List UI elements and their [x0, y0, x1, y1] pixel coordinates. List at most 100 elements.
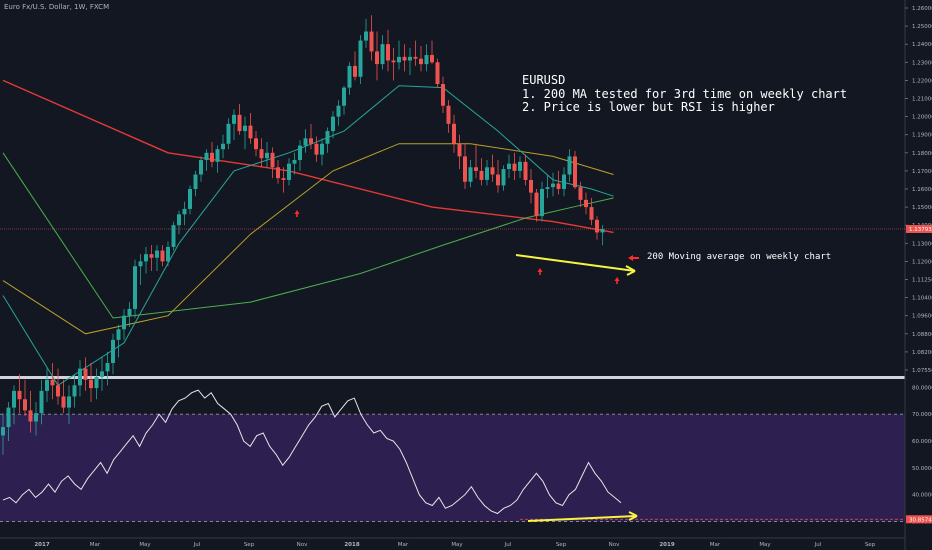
candle-body: [144, 254, 148, 262]
candle-body: [507, 163, 511, 170]
candle-body: [61, 396, 66, 408]
candle-body: [408, 56, 412, 61]
candle-body: [17, 390, 22, 400]
candle-body: [556, 183, 561, 189]
candle-body: [193, 174, 198, 189]
candle-body: [83, 368, 88, 380]
up-arrow-marker: [537, 268, 543, 275]
rsi-divergence-line: [527, 515, 638, 522]
candle-body: [39, 390, 44, 414]
candle-body: [160, 250, 165, 262]
candle-body: [259, 149, 264, 159]
price-tick-label: 1.08200: [912, 350, 932, 356]
candle-body: [6, 407, 11, 428]
candle-body: [94, 376, 99, 389]
price-tick-label: 1.25000: [912, 24, 932, 30]
candle-body: [545, 187, 550, 189]
candle-body: [342, 87, 346, 106]
rsi-path: [2, 389, 622, 515]
candle-body: [155, 250, 159, 258]
price-tick-label: 1.17000: [912, 169, 932, 175]
pane-separator: [0, 376, 905, 379]
candle-body: [237, 114, 242, 132]
price-tick-label: 1.26000: [912, 6, 932, 12]
candle-body: [28, 410, 33, 422]
rsi-tick-label: 80.0000: [912, 385, 932, 391]
candle-body: [424, 55, 429, 65]
candle-body: [270, 152, 275, 168]
price-tick-label: 1.13000: [912, 241, 932, 247]
candle-body: [116, 329, 121, 340]
price-divergence-arrowhead: [625, 265, 636, 276]
rsi-tick-label: 50.0000: [912, 466, 932, 472]
candle-body: [567, 156, 572, 175]
candle-body: [309, 138, 313, 144]
last-price-label: 1.13793: [909, 227, 932, 233]
candle-body: [485, 167, 489, 180]
candle-body: [204, 152, 209, 161]
left-arrow-marker: [628, 255, 639, 261]
candle-body: [133, 266, 137, 309]
candle-body: [430, 55, 434, 63]
ma-line-ma-50: [2, 143, 614, 335]
time-tick-label: Jul: [193, 542, 201, 548]
candle-body: [50, 379, 55, 386]
candle-body: [364, 31, 368, 41]
price-tick-label: 1.07550: [912, 368, 932, 374]
candle-body: [149, 254, 154, 258]
candle-body: [287, 163, 291, 180]
rsi-band: [0, 413, 905, 522]
candle-body: [298, 145, 302, 161]
candle-body: [446, 105, 451, 124]
candle-body: [215, 149, 220, 162]
price-tick-label: 1.10400: [912, 296, 932, 302]
candle-body: [578, 187, 583, 200]
candle-body: [595, 219, 599, 233]
markers: [294, 210, 639, 522]
rsi-tick-label: 40.0000: [912, 493, 932, 499]
price-axis: 1.26000 1.25000 1.24000 1.23000 1.22000 1.210…: [905, 6, 932, 526]
candle-body: [419, 58, 423, 65]
candle-body: [325, 131, 330, 144]
rsi-last-badge: [906, 515, 932, 524]
candle-body: [369, 31, 374, 52]
candle-body: [452, 123, 456, 144]
rsi-tick-label: 70.0000: [912, 412, 932, 418]
time-tick-label: Mar: [398, 542, 409, 548]
candle-body: [386, 44, 390, 61]
candle-body: [551, 183, 555, 188]
up-arrow-marker: [614, 277, 620, 284]
candle-body: [391, 60, 396, 63]
candle-body: [336, 105, 341, 117]
ma-line-ma-200: [2, 79, 614, 234]
price-tick-label: 1.15000: [912, 205, 932, 211]
candle-body: [122, 315, 126, 330]
candle-body: [221, 143, 225, 150]
candle-body: [540, 189, 544, 217]
time-tick-label: 2019: [659, 542, 674, 548]
candle-body: [589, 207, 594, 220]
ma-line-ma-100: [2, 152, 614, 319]
candle-body: [584, 199, 588, 208]
candle-body: [358, 40, 363, 77]
candle-body: [276, 167, 280, 179]
time-tick-label: Jul: [814, 542, 822, 548]
price-tick-label: 1.09600: [912, 314, 932, 320]
price-tick-label: 1.08800: [912, 332, 932, 338]
candle-body: [171, 225, 176, 247]
candle-body: [463, 156, 467, 182]
rsi-band-fill: [0, 414, 905, 522]
candle-body: [243, 125, 247, 132]
candle-body: [1, 427, 5, 436]
candle-body: [89, 379, 93, 389]
time-tick-label: Nov: [609, 542, 620, 548]
candle-body: [199, 160, 203, 175]
candle-body: [56, 385, 60, 397]
candle-body: [435, 62, 440, 85]
rsi-last-label: 30.8574: [909, 517, 932, 523]
candle-body: [347, 65, 352, 88]
candle-body: [226, 123, 231, 144]
candle-body: [402, 56, 407, 61]
price-tick-label: 1.19000: [912, 133, 932, 139]
